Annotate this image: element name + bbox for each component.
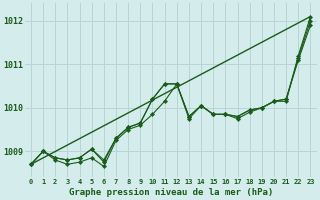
X-axis label: Graphe pression niveau de la mer (hPa): Graphe pression niveau de la mer (hPa) — [68, 188, 273, 197]
